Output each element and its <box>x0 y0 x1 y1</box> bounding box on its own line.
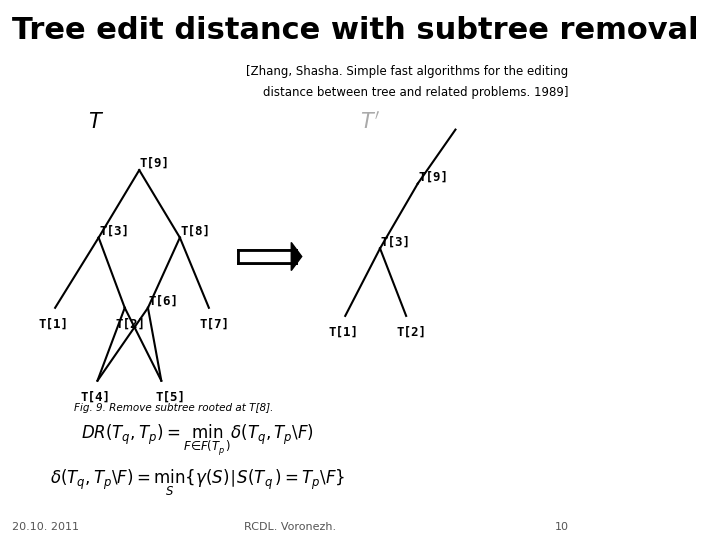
Text: RCDL. Voronezh.: RCDL. Voronezh. <box>244 522 336 532</box>
Text: T[4]: T[4] <box>81 390 111 403</box>
Text: T[9]: T[9] <box>418 171 449 184</box>
Polygon shape <box>292 242 302 271</box>
Text: T[9]: T[9] <box>140 157 170 170</box>
Text: Fig. 9. Remove subtree rooted at T[8].: Fig. 9. Remove subtree rooted at T[8]. <box>74 403 274 413</box>
Text: T[2]: T[2] <box>397 326 427 339</box>
Text: T[8]: T[8] <box>181 225 210 238</box>
Text: $\delta(T_q, T_p \backslash F) = \min_S \{\gamma(S) \mid S(T_q) = T_p \backslash: $\delta(T_q, T_p \backslash F) = \min_S … <box>50 468 345 498</box>
Text: T[3]: T[3] <box>99 225 130 238</box>
Polygon shape <box>238 250 292 263</box>
Text: [Zhang, Shasha. Simple fast algorithms for the editing: [Zhang, Shasha. Simple fast algorithms f… <box>246 65 569 78</box>
Text: T[7]: T[7] <box>199 318 230 330</box>
Text: $\mathit{T}$: $\mathit{T}$ <box>88 111 104 132</box>
Text: T[5]: T[5] <box>155 390 185 403</box>
Text: T[2]: T[2] <box>115 318 145 330</box>
Text: $DR(T_q, T_p) = \min_{F \in F(T_p)} \delta(T_q, T_p \backslash F)$: $DR(T_q, T_p) = \min_{F \in F(T_p)} \del… <box>81 423 314 457</box>
Text: $\mathit{T'}$: $\mathit{T'}$ <box>360 111 380 132</box>
Text: distance between tree and related problems. 1989]: distance between tree and related proble… <box>263 86 569 99</box>
Text: T[3]: T[3] <box>381 235 410 248</box>
Text: T[1]: T[1] <box>38 318 68 330</box>
Text: 10: 10 <box>554 522 569 532</box>
Text: Tree edit distance with subtree removal: Tree edit distance with subtree removal <box>12 16 698 45</box>
Text: T[1]: T[1] <box>328 326 359 339</box>
Text: T[6]: T[6] <box>148 295 179 308</box>
Text: 20.10. 2011: 20.10. 2011 <box>12 522 78 532</box>
